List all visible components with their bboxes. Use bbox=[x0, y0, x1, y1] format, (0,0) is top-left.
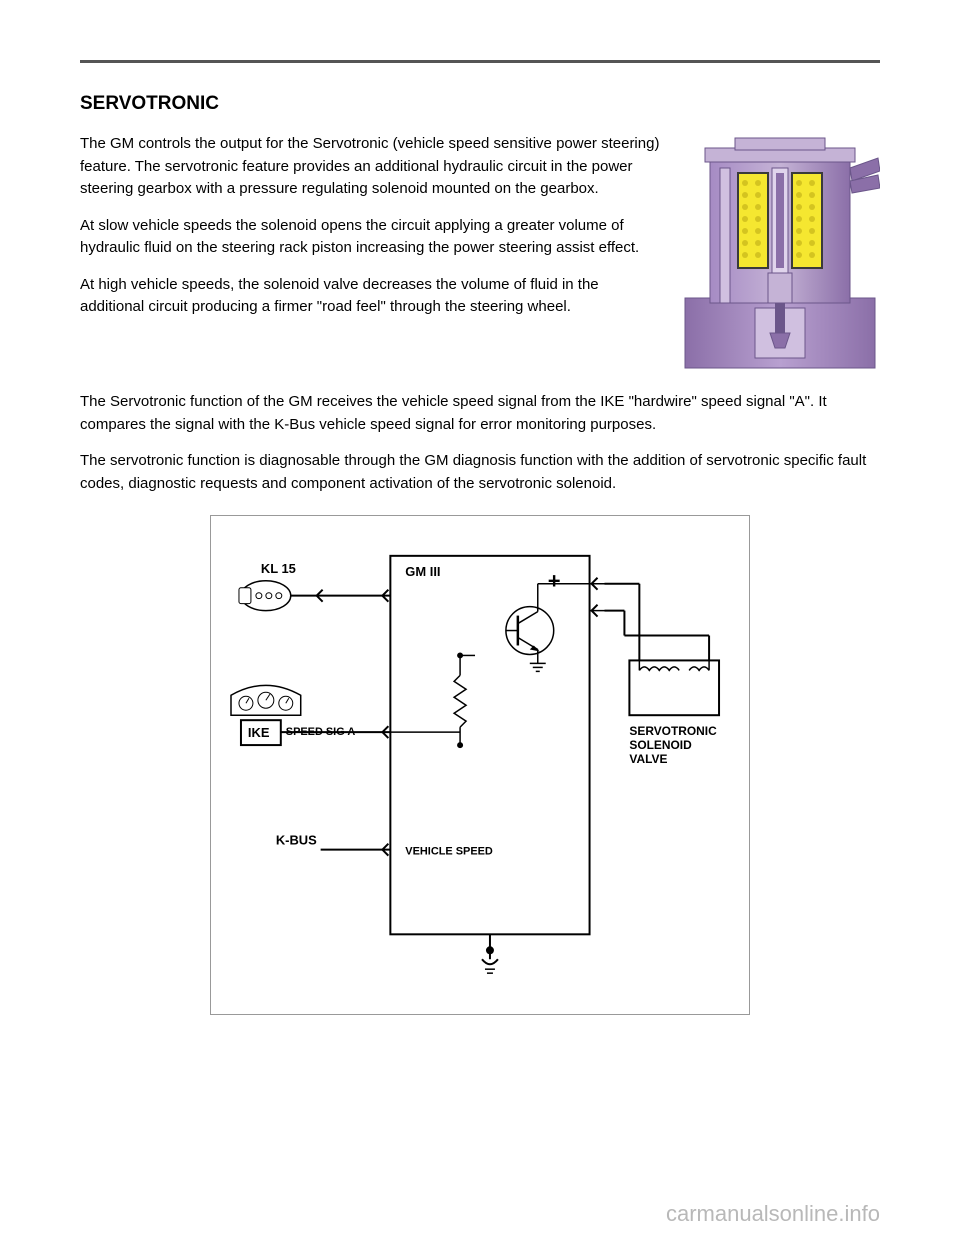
diagram-container: GM III KL 15 bbox=[80, 515, 880, 1015]
vehicle-speed-label: VEHICLE SPEED bbox=[405, 846, 493, 858]
paragraph-1: The GM controls the output for the Servo… bbox=[80, 133, 660, 201]
paragraph-4: The Servotronic function of the GM recei… bbox=[80, 391, 880, 436]
page-container: SERVOTRONIC The GM controls the output f… bbox=[0, 0, 960, 1242]
solenoid-cutaway-image bbox=[680, 133, 880, 373]
content-row: The GM controls the output for the Servo… bbox=[80, 133, 880, 373]
gm-servotronic-diagram: GM III KL 15 bbox=[210, 515, 750, 1015]
paragraph-5: The servotronic function is diagnosable … bbox=[80, 450, 880, 495]
watermark-text: carmanualsonline.info bbox=[666, 1201, 880, 1227]
ike-label: IKE bbox=[248, 725, 270, 740]
kbus-label: K-BUS bbox=[276, 833, 317, 848]
section-heading: SERVOTRONIC bbox=[80, 93, 880, 115]
paragraph-3: At high vehicle speeds, the solenoid val… bbox=[80, 274, 660, 319]
instrument-cluster-icon bbox=[231, 685, 301, 715]
svg-text:+: + bbox=[548, 569, 561, 594]
key-fob-icon bbox=[239, 581, 291, 611]
horizontal-divider bbox=[80, 60, 880, 63]
solenoid-label-3: VALVE bbox=[629, 752, 667, 766]
solenoid-label-2: SOLENOID bbox=[629, 738, 692, 752]
gm-label: GM III bbox=[405, 564, 440, 579]
solenoid-label-1: SERVOTRONIC bbox=[629, 724, 717, 738]
kl15-label: KL 15 bbox=[261, 561, 296, 576]
text-column: The GM controls the output for the Servo… bbox=[80, 133, 660, 373]
paragraph-2: At slow vehicle speeds the solenoid open… bbox=[80, 215, 660, 260]
